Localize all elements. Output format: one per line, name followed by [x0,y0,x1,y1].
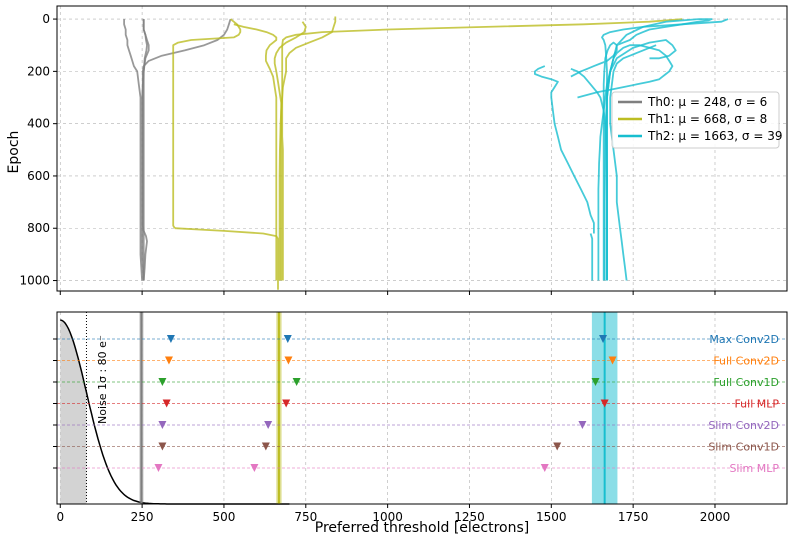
model-threshold-marker [540,464,549,472]
legend-label-th1: Th1: μ = 668, σ = 8 [647,112,767,126]
top-y-tick-label: 800 [27,221,50,235]
model-threshold-marker [553,442,562,451]
top-axes-frame [56,5,788,292]
series-line-th2 [577,44,674,281]
top-y-tick-label: 600 [27,169,50,183]
model-threshold-marker [284,356,293,365]
model-label: Slim Conv2D [708,419,779,432]
noise-label: Noise 1σ : 80 e⁻ [96,335,109,424]
series-line-th1 [174,227,279,290]
threshold-bands [139,312,618,504]
top-legend: Th0: μ = 248, σ = 6 Th1: μ = 668, σ = 8 … [611,91,782,149]
model-threshold-marker [264,421,273,429]
bottom-panel: Max Conv2D Full Conv2D Full Conv1D Full MLP… [53,311,788,536]
model-threshold-marker [250,464,259,472]
model-threshold-marker [154,464,163,472]
bottom-x-tick-label: 250 [131,510,154,524]
model-threshold-marker [166,335,175,343]
top-series-group [123,16,729,290]
series-line-th2 [534,65,595,234]
model-threshold-marker [283,335,292,343]
series-line-th2 [589,233,594,281]
noise-distribution [60,312,290,505]
model-label: Slim MLP [729,462,779,475]
series-line-th0 [123,19,143,281]
model-threshold-marker [261,442,270,451]
model-label: Full Conv1D [713,376,779,389]
model-threshold-marker [158,442,167,451]
top-ylabel: Epoch [6,131,22,174]
model-threshold-marker [600,399,609,408]
model-threshold-marker [591,378,600,386]
legend-label-th0: Th0: μ = 248, σ = 6 [647,95,767,109]
model-threshold-marker [292,378,301,386]
model-label: Slim Conv1D [708,441,779,454]
series-line-th2 [609,44,657,281]
model-threshold-marker [578,421,587,429]
bottom-x-tick-label: 1250 [454,510,485,524]
model-label: Full Conv2D [713,355,779,368]
top-y-tick-label: 0 [42,12,50,26]
top-y-tick-label: 400 [27,117,50,131]
series-line-th1 [233,23,278,281]
bottom-x-tick-label: 1750 [618,510,649,524]
bottom-x-tick-label: 750 [294,510,317,524]
model-threshold-marker [162,399,171,408]
model-threshold-marker [608,356,617,365]
model-threshold-marker [164,356,173,365]
series-line-th1 [281,18,683,281]
series-line-th2 [570,41,618,281]
model-threshold-marker [158,378,167,386]
legend-frame [611,91,780,149]
bottom-xlabel: Preferred threshold [electrons] [315,520,530,536]
noise-curve [60,319,290,505]
series-line-th1 [172,18,242,229]
series-line-th2 [570,67,608,281]
top-ticks: 0 200 400 600 800 1000 [19,12,716,295]
bottom-ticks: 0 250 500 750 1000 1250 1500 1750 2000 [53,338,731,524]
bottom-x-tick-label: 1500 [536,510,567,524]
model-threshold-marker [158,421,167,429]
series-line-th2 [603,18,713,281]
bottom-axes-frame [56,311,788,505]
bottom-x-tick-label: 1000 [372,510,403,524]
legend-label-th2: Th2: μ = 1663, σ = 39 [647,129,782,143]
model-label: Max Conv2D [709,333,779,346]
series-line-th1 [278,16,337,281]
model-label: Full MLP [734,398,779,411]
model-markers: Max Conv2D Full Conv2D Full Conv1D Full MLP… [57,333,787,475]
model-threshold-marker [599,335,608,343]
top-panel: 0 200 400 600 800 1000 Epoch Th0: μ = 248, σ … [6,5,788,295]
top-y-tick-label: 1000 [19,274,50,288]
series-line-th0 [141,18,232,281]
bottom-x-tick-label: 2000 [700,510,731,524]
bottom-x-tick-label: 0 [56,510,64,524]
series-line-th1 [273,21,307,281]
model-threshold-marker [282,399,291,408]
noise-sigma-fill [60,320,87,504]
bottom-x-tick-label: 500 [212,510,235,524]
top-y-tick-label: 200 [27,64,50,78]
